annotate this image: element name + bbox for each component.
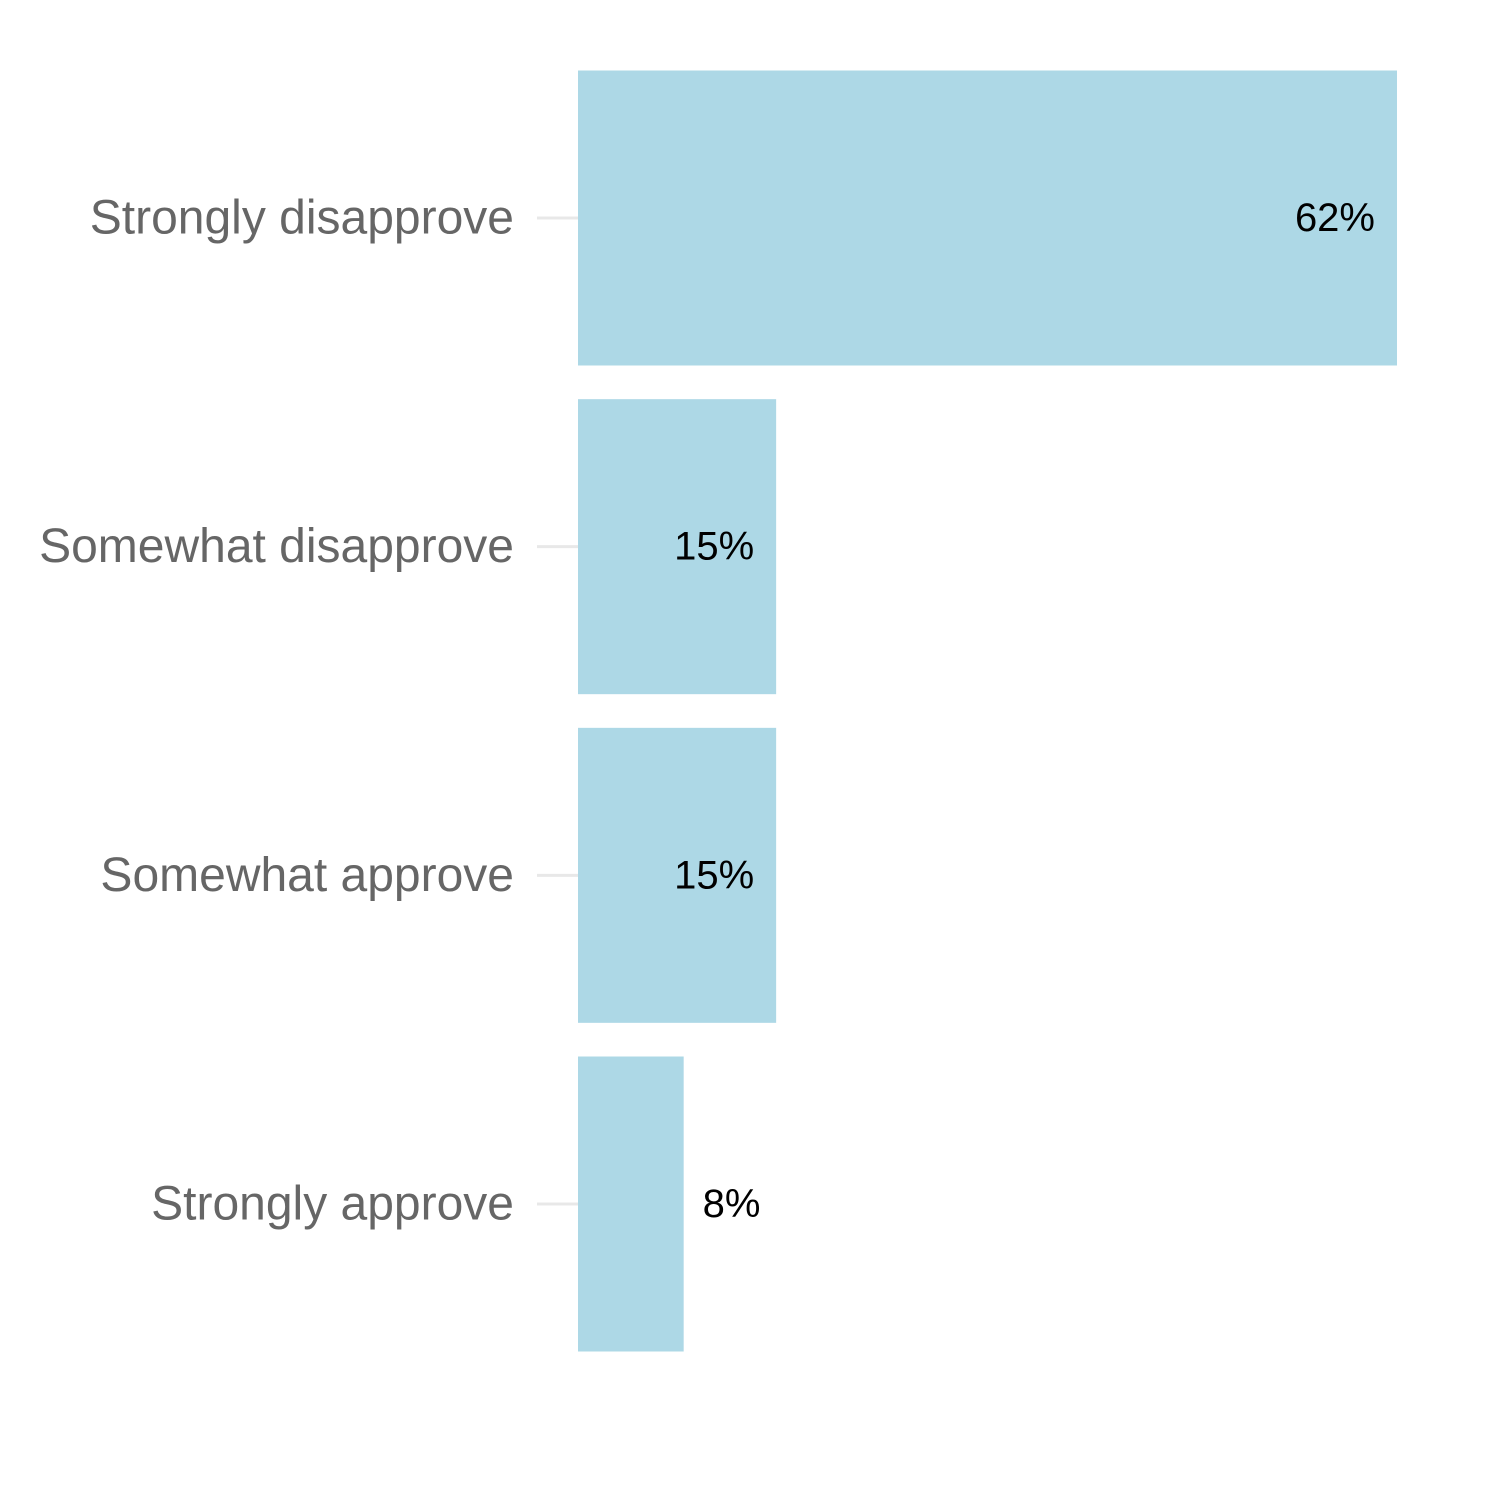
bar: [578, 399, 777, 695]
bar: [578, 1056, 684, 1352]
bar: [578, 70, 1397, 366]
category-label: Strongly disapprove: [90, 192, 514, 245]
category-label: Somewhat disapprove: [39, 520, 514, 573]
bar-rows: Strongly disapprove 62% Somewhat disapprov…: [39, 70, 1397, 1352]
data-label: 62%: [1295, 196, 1375, 240]
data-label: 15%: [674, 525, 754, 569]
category-label: Strongly approve: [151, 1178, 514, 1231]
data-label: 15%: [674, 853, 754, 897]
data-label: 8%: [703, 1182, 761, 1226]
category-label: Somewhat approve: [100, 849, 514, 902]
bar: [578, 727, 777, 1023]
